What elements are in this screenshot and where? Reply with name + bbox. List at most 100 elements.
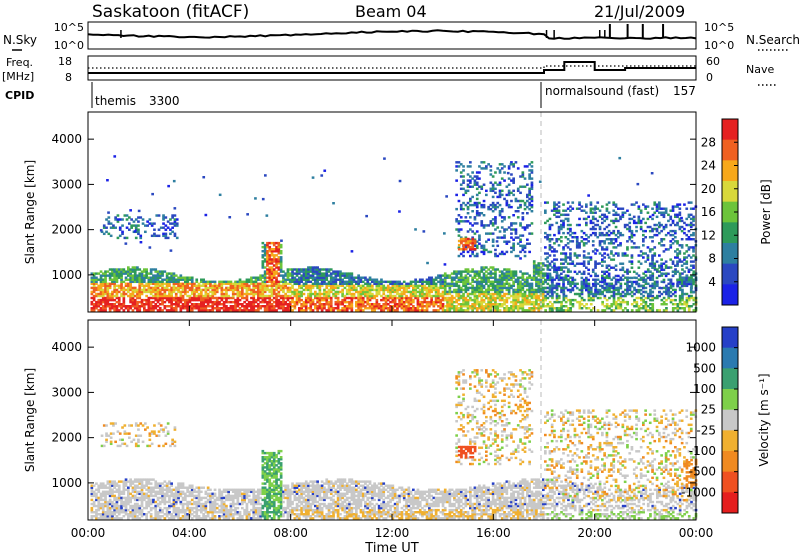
power-cell	[439, 276, 443, 279]
power-cell	[519, 224, 522, 227]
power-cell	[562, 209, 565, 212]
power-cell	[494, 181, 497, 184]
power-cell	[117, 303, 121, 306]
power-cell	[480, 292, 484, 296]
power-cell	[612, 296, 616, 300]
power-cell	[345, 305, 349, 308]
power-cell	[555, 215, 559, 219]
power-cell	[660, 244, 663, 247]
power-cell	[667, 290, 671, 294]
power-cell	[471, 236, 474, 239]
power-cell	[462, 282, 465, 286]
power-cell	[519, 282, 522, 286]
power-cell	[131, 290, 135, 294]
power-cell	[172, 282, 176, 286]
power-cell	[172, 296, 176, 300]
power-cell	[106, 305, 110, 308]
power-cell	[140, 280, 144, 284]
power-cell	[503, 286, 506, 290]
power-cell	[617, 274, 620, 278]
power-cell	[314, 268, 317, 271]
power-cell	[617, 231, 620, 235]
power-cell	[154, 282, 158, 286]
power-cell	[630, 282, 634, 286]
power-cell	[247, 286, 251, 290]
power-cell	[475, 205, 479, 209]
power-cell	[564, 276, 568, 279]
power-cell	[311, 303, 315, 306]
power-cell	[544, 211, 547, 214]
power-cell	[204, 288, 208, 292]
power-cell	[681, 282, 684, 286]
power-cell	[646, 256, 650, 259]
power-cell	[680, 246, 684, 249]
power-cell	[150, 234, 154, 238]
power-cell	[428, 300, 431, 304]
power-cell	[343, 296, 347, 300]
power-cell	[548, 264, 552, 267]
power-cell	[576, 292, 579, 296]
power-cell	[190, 305, 194, 308]
power-cell	[268, 309, 272, 312]
power-cell	[523, 298, 527, 302]
power-cell	[193, 282, 196, 286]
power-cell	[557, 296, 561, 300]
power-cell	[325, 272, 329, 275]
power-cell	[651, 272, 655, 275]
power-cell	[275, 264, 278, 267]
power-cell	[514, 272, 518, 275]
power-cell	[275, 294, 278, 298]
power-cell	[485, 307, 488, 310]
power-cell	[434, 278, 438, 281]
power-cell	[172, 298, 176, 302]
power-cell	[193, 284, 196, 288]
power-cell	[298, 298, 301, 302]
power-cell	[243, 284, 246, 288]
power-cell	[564, 260, 568, 263]
power-cell	[149, 292, 153, 296]
power-cell	[587, 236, 590, 239]
power-cell	[259, 290, 262, 294]
power-cell	[247, 280, 251, 284]
power-cell	[309, 290, 313, 294]
power-cell	[202, 309, 205, 312]
power-cell	[619, 284, 623, 288]
power-cell	[639, 250, 643, 253]
power-cell	[143, 276, 146, 279]
power-cell	[589, 203, 593, 206]
power-cell	[628, 236, 632, 239]
power-cell	[690, 305, 693, 308]
power-cell	[548, 291, 552, 294]
power-cell	[466, 207, 470, 211]
power-cell	[277, 241, 281, 245]
power-cell	[174, 303, 178, 306]
power-cell	[418, 288, 422, 292]
power-cell	[352, 286, 356, 290]
power-cell	[564, 236, 568, 239]
power-cell	[614, 303, 618, 306]
power-cell	[674, 229, 677, 233]
power-cell	[302, 303, 306, 306]
power-cell	[580, 298, 584, 302]
power-cell	[108, 276, 112, 279]
power-cell	[489, 266, 493, 269]
power-cell	[521, 234, 525, 237]
power-cell	[412, 307, 415, 310]
power-cell	[412, 294, 415, 298]
power-cell	[263, 305, 267, 308]
power-cell	[562, 286, 565, 290]
power-cell	[307, 270, 310, 273]
power-cell	[375, 278, 379, 281]
power-cell	[642, 229, 645, 233]
power-cell	[343, 300, 347, 304]
power-cell	[339, 300, 342, 304]
power-cell	[632, 221, 636, 225]
power-cell	[523, 282, 527, 286]
power-cell	[660, 238, 663, 241]
power-cell	[263, 260, 267, 263]
power-cell	[99, 303, 103, 306]
power-cell	[402, 284, 406, 288]
power-cell	[450, 294, 454, 298]
power-cell	[519, 238, 522, 241]
power-cell	[144, 230, 147, 234]
